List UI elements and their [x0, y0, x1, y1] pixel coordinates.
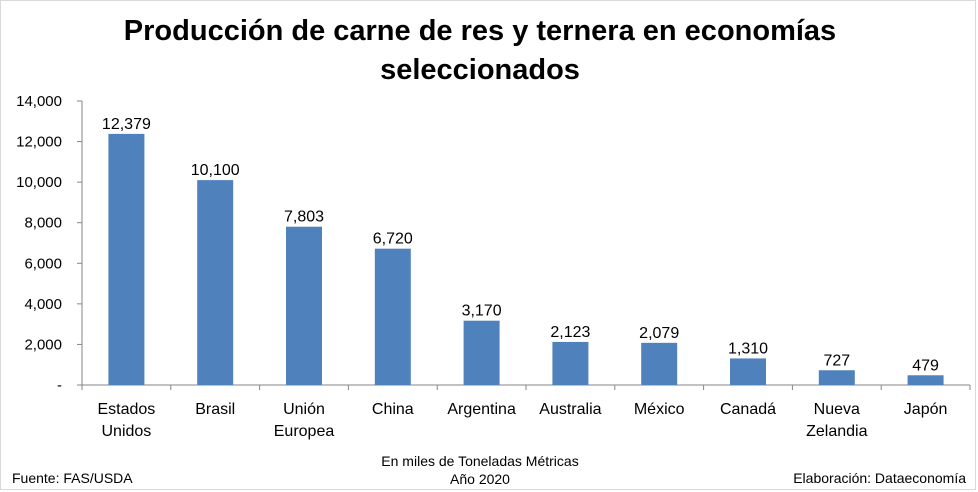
- bar: [641, 342, 678, 385]
- year-note: Año 2020: [450, 471, 510, 487]
- x-category-label-line: Nueva: [814, 401, 860, 418]
- y-tick-label: 14,000: [16, 93, 62, 110]
- bar: [730, 358, 766, 385]
- x-category-label-line: Europea: [274, 423, 335, 440]
- y-tick-label: 10,000: [16, 174, 62, 191]
- x-category-label-line: China: [372, 401, 414, 418]
- bar: [108, 133, 145, 385]
- y-tick-label: 2,000: [24, 336, 62, 353]
- x-category-label-line: México: [634, 401, 685, 418]
- data-label: 2,079: [639, 325, 679, 342]
- x-category-label-line: Brasil: [195, 401, 235, 418]
- data-label: 12,379: [102, 116, 151, 133]
- x-category-label-line: Unión: [283, 401, 325, 418]
- data-label: 2,123: [550, 324, 590, 341]
- data-label: 6,720: [373, 231, 413, 248]
- data-label: 7,803: [284, 209, 324, 226]
- data-label: 10,100: [191, 162, 240, 179]
- chart-title: Producción de carne de res y ternera en …: [123, 15, 837, 86]
- x-category-label: Argentina: [447, 401, 516, 418]
- x-category-label: Australia: [539, 401, 601, 418]
- credit-note: Elaboración: Dataeconomía: [793, 470, 966, 486]
- source-note: Fuente: FAS/USDA: [12, 470, 133, 486]
- y-tick-label: 4,000: [24, 296, 62, 313]
- x-category-label: Estados Unidos: [97, 401, 155, 440]
- bar: [552, 341, 589, 385]
- data-label: 3,170: [462, 303, 502, 320]
- data-label: 479: [912, 357, 939, 374]
- x-category-label-line: Unidos: [101, 423, 151, 440]
- bar: [286, 226, 322, 385]
- y-tick-label: -: [57, 377, 62, 394]
- x-category-label-line: Australia: [539, 401, 601, 418]
- x-category-label: China: [372, 401, 414, 418]
- x-category-label-line: Canadá: [720, 401, 776, 418]
- bar: [818, 370, 855, 385]
- x-category-label: Canadá: [720, 401, 776, 418]
- x-category-label-line: Zelandia: [806, 423, 867, 440]
- y-tick-label: 12,000: [16, 134, 62, 151]
- data-label: 1,310: [728, 340, 768, 357]
- y-tick-label: 6,000: [24, 255, 62, 272]
- x-category-label-line: Estados: [97, 401, 155, 418]
- bar: [374, 248, 411, 385]
- bar: [463, 320, 500, 385]
- data-label: 727: [823, 352, 850, 369]
- x-category-label-line: Japón: [904, 401, 948, 418]
- x-category-label: Nueva Zelandia: [806, 401, 867, 440]
- x-category-label: Unión Europea: [274, 401, 335, 440]
- bar: [197, 180, 234, 385]
- x-category-label: Brasil: [195, 401, 235, 418]
- x-category-label: Japón: [904, 401, 948, 418]
- unit-note: En miles de Toneladas Métricas: [381, 453, 579, 469]
- bar: [907, 375, 944, 385]
- y-tick-label: 8,000: [24, 215, 62, 232]
- x-category-label-line: Argentina: [447, 401, 516, 418]
- x-category-label: México: [634, 401, 685, 418]
